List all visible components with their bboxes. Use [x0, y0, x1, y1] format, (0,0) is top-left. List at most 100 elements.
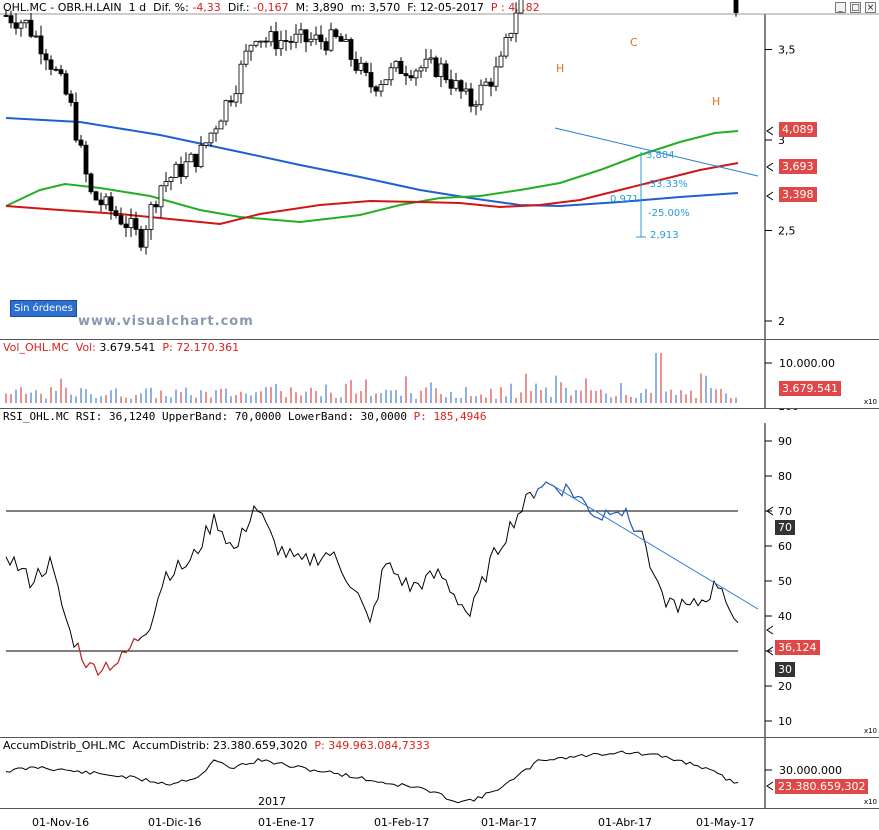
rsi-arrow-marker	[766, 646, 774, 656]
candle-body	[413, 70, 419, 79]
candle-body	[103, 196, 109, 206]
candle-body	[368, 72, 374, 88]
candle-body	[473, 104, 479, 107]
candle-body	[358, 62, 364, 71]
pattern-label: C	[630, 36, 638, 49]
volume-pane[interactable]: Vol_OHL.MC Vol: 3.679.541 P: 72.170.361 …	[0, 340, 879, 409]
candle-body	[443, 63, 449, 81]
dif-pct-value: -4,33	[192, 1, 221, 14]
candle-body	[3, 15, 9, 17]
candle-body	[193, 153, 199, 168]
candle-body	[223, 100, 229, 122]
rsi-pane[interactable]: RSI_OHL.MC RSI: 36,1240 UpperBand: 70,00…	[0, 409, 879, 738]
no-orders-badge[interactable]: Sin órdenes	[10, 300, 77, 317]
candle-body	[453, 80, 459, 89]
candle-body	[308, 38, 314, 43]
candle-body	[118, 215, 124, 225]
volume-chart[interactable]	[0, 340, 879, 409]
accum-ytick: 30.000.000	[779, 764, 842, 777]
rsi-badge-current: 36,124	[775, 640, 820, 655]
accum-scale: x10	[863, 798, 877, 806]
rsi-badge-upper: 70	[775, 520, 795, 535]
rsi-ytick-label: 80	[778, 470, 792, 483]
maximize-button[interactable]: □	[850, 2, 861, 13]
candle-body	[468, 88, 474, 107]
fib-label: 0,971	[610, 194, 639, 205]
fib-label: -25.00%	[648, 208, 690, 219]
rsi-arrow-marker	[766, 625, 774, 635]
candle-body	[393, 60, 399, 69]
candle-body	[333, 29, 339, 38]
candle-body	[328, 29, 334, 51]
candle-body	[68, 93, 74, 103]
date-value: 12-05-2017	[419, 1, 484, 14]
x-label-year: 2017	[258, 795, 286, 808]
candle-body	[128, 218, 134, 229]
candle-body	[503, 37, 509, 57]
candle-body	[428, 57, 434, 60]
volume-p-value: 72.170.361	[176, 341, 240, 354]
volume-value: 3.679.541	[99, 341, 156, 354]
max-value: 3,890	[312, 1, 344, 14]
rsi-ytick-label: 50	[778, 575, 792, 588]
price-chart[interactable]: 54,543,532,52 3,884-33.33%0,971-25.00%2,…	[0, 0, 879, 340]
candle-body	[283, 40, 289, 42]
candle-body	[388, 67, 394, 81]
candle-body	[278, 40, 284, 50]
candle-body	[138, 228, 144, 248]
price-arrow-marker	[766, 191, 774, 201]
volume-badge: 3.679.541	[779, 381, 841, 396]
accum-header: AccumDistrib_OHL.MC AccumDistrib: 23.380…	[3, 739, 430, 752]
candle-body	[83, 144, 89, 175]
candle-body	[253, 40, 259, 46]
close-button[interactable]: ×	[865, 2, 876, 13]
accum-pane[interactable]: AccumDistrib_OHL.MC AccumDistrib: 23.380…	[0, 738, 879, 808]
candle-body	[508, 32, 514, 38]
price-pane[interactable]: OHL.MC - OBR.H.LAIN 1 d Dif. %: -4,33 Di…	[0, 0, 879, 340]
rsi-scale: x10	[863, 727, 877, 735]
price-ytick-label: 2	[778, 315, 785, 328]
candle-body	[78, 139, 84, 146]
dif-value: -0,167	[253, 1, 289, 14]
accum-chart[interactable]	[0, 738, 879, 808]
candle-body	[458, 80, 464, 92]
candle-body	[378, 84, 384, 92]
candle-body	[28, 19, 34, 37]
candle-body	[48, 59, 54, 70]
candle-body	[263, 40, 269, 43]
candle-body	[108, 196, 114, 212]
rsi-chart[interactable]: 100 90 80 70 60 50 40 30 20 10	[0, 409, 879, 738]
candle-body	[198, 144, 204, 168]
candle-body	[203, 142, 209, 146]
candle-body	[483, 81, 489, 86]
candle-body	[73, 101, 79, 141]
candle-body	[398, 60, 404, 75]
rsi-header: RSI_OHL.MC RSI: 36,1240 UpperBand: 70,00…	[3, 410, 487, 423]
candle-body	[153, 204, 159, 208]
price-ytick-label: 3	[778, 134, 785, 147]
candle-body	[418, 67, 424, 72]
x-label-abr: 01-Abr-17	[598, 816, 653, 829]
candle-body	[163, 181, 169, 187]
neckline	[554, 127, 759, 177]
candle-body	[258, 40, 264, 43]
candle-body	[433, 57, 439, 77]
candle-body	[298, 29, 304, 35]
candle-body	[493, 66, 499, 87]
candle-body	[343, 39, 349, 42]
candle-body	[218, 120, 224, 130]
rsi-p-value: 185,4946	[433, 410, 487, 423]
watermark: www.visualchart.com	[78, 314, 254, 329]
candle-body	[123, 223, 129, 229]
candle-body	[498, 55, 504, 68]
fib-label: -33.33%	[646, 179, 688, 190]
candle-body	[143, 229, 149, 248]
candle-body	[313, 34, 319, 40]
candle-body	[98, 199, 104, 206]
ma-short-line	[5, 162, 739, 226]
minimize-button[interactable]: _	[835, 2, 846, 13]
candle-body	[18, 22, 24, 29]
candle-body	[63, 73, 69, 95]
rsi-ytick-label: 40	[778, 610, 792, 623]
rsi-trendline	[551, 484, 759, 610]
